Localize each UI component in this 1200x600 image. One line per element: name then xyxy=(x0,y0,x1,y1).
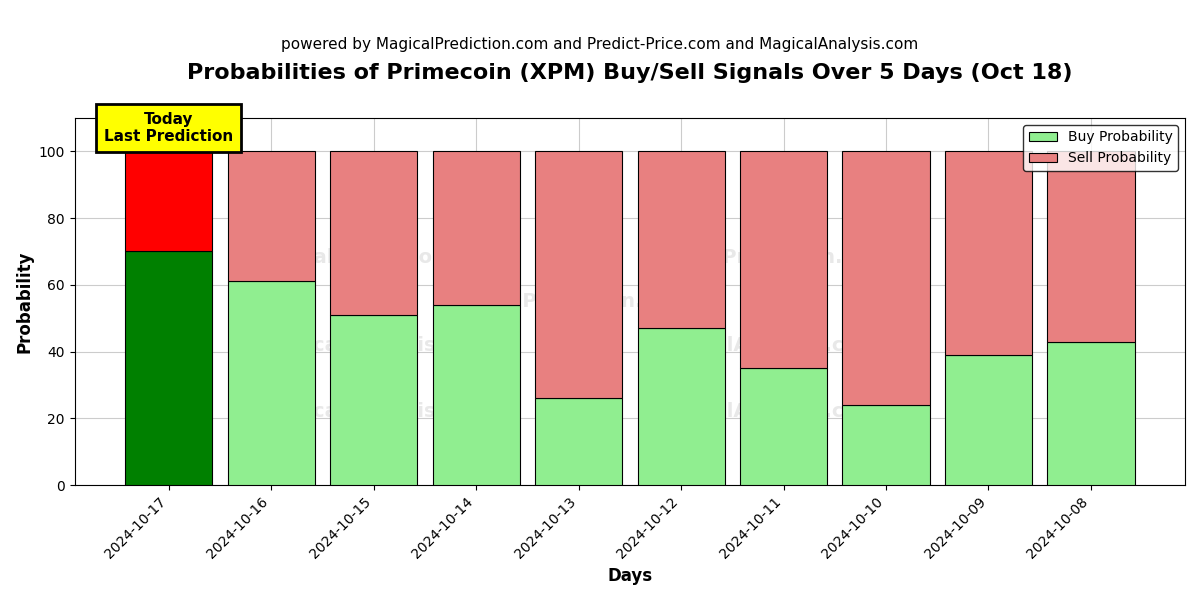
Text: MagicalPrediction.com: MagicalPrediction.com xyxy=(438,292,688,311)
Text: MagicalAnalysis.com: MagicalAnalysis.com xyxy=(649,402,877,421)
Bar xyxy=(535,398,622,485)
Title: Probabilities of Primecoin (XPM) Buy/Sell Signals Over 5 Days (Oct 18): Probabilities of Primecoin (XPM) Buy/Sel… xyxy=(187,63,1073,83)
Text: MagicalAnalysis.com: MagicalAnalysis.com xyxy=(260,336,488,355)
Bar xyxy=(740,151,827,368)
Text: MagicalAnalysis.com: MagicalAnalysis.com xyxy=(649,336,877,355)
Bar xyxy=(637,151,725,328)
Bar xyxy=(1048,151,1134,341)
Bar xyxy=(944,151,1032,355)
Text: Today
Last Prediction: Today Last Prediction xyxy=(104,112,233,144)
Bar xyxy=(228,151,314,281)
Bar xyxy=(535,151,622,398)
X-axis label: Days: Days xyxy=(607,567,653,585)
Bar xyxy=(432,151,520,305)
Bar xyxy=(637,328,725,485)
Text: powered by MagicalPrediction.com and Predict-Price.com and MagicalAnalysis.com: powered by MagicalPrediction.com and Pre… xyxy=(281,37,919,52)
Text: MagicalPrediction.com: MagicalPrediction.com xyxy=(250,248,499,267)
Bar xyxy=(842,151,930,405)
Bar xyxy=(432,305,520,485)
Bar xyxy=(842,405,930,485)
Bar xyxy=(1048,341,1134,485)
Bar xyxy=(330,315,418,485)
Text: MagicalAnalysis.com: MagicalAnalysis.com xyxy=(260,402,488,421)
Bar xyxy=(740,368,827,485)
Bar xyxy=(944,355,1032,485)
Legend: Buy Probability, Sell Probability: Buy Probability, Sell Probability xyxy=(1024,125,1178,171)
Bar xyxy=(125,151,212,251)
Bar xyxy=(125,251,212,485)
Bar xyxy=(228,281,314,485)
Bar xyxy=(330,151,418,315)
Y-axis label: Probability: Probability xyxy=(16,250,34,353)
Text: MagicalPrediction.com: MagicalPrediction.com xyxy=(638,248,888,267)
